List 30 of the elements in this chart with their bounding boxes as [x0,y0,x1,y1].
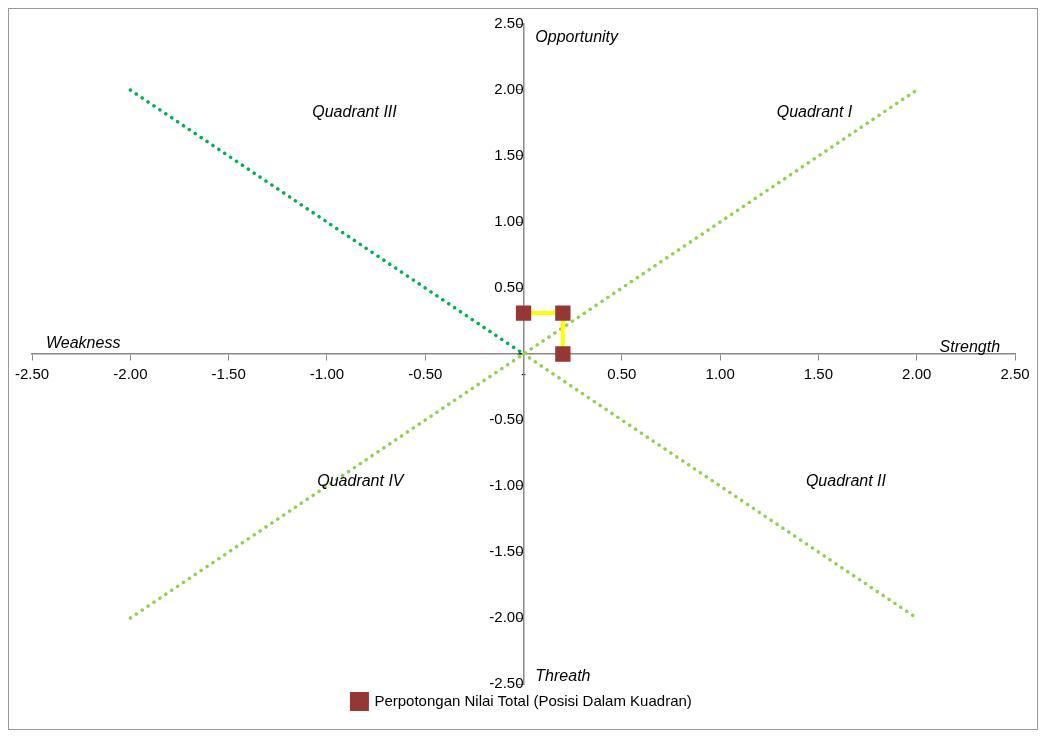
x-tick-label: 2.00 [902,365,932,383]
x-tick-label: -2.00 [113,365,148,383]
y-tick-label: -2.00 [489,608,524,626]
y-tick-label: - [518,344,524,362]
y-tick-label: 2.50 [494,14,524,32]
x-tick-label: 0.50 [607,365,637,383]
annotation: Weakness [46,333,121,351]
x-tick-label: -1.50 [211,365,246,383]
y-tick-label: -1.50 [489,542,524,560]
annotation: Quadrant I [776,102,853,120]
annotation: Quadrant IV [317,472,405,490]
annotation: Quadrant II [805,472,887,490]
annotation: Quadrant III [312,102,398,120]
y-tick-label: 2.00 [494,80,524,98]
x-tick-label: 2.50 [1000,365,1030,383]
x-tick-label: 1.00 [705,365,735,383]
x-tick-label: -2.50 [14,365,50,383]
y-tick-label: 1.50 [494,146,524,164]
annotation: Threath [535,666,591,684]
y-tick-label: 0.50 [494,278,524,296]
x-tick-label: -1.00 [309,365,345,383]
legend-label: Perpotongan Nilai Total (Posisi Dalam Kuadran) [374,691,692,709]
x-tick-label: -0.50 [408,365,443,383]
annotation: Opportunity [535,27,620,45]
y-tick-label: -2.50 [489,674,524,692]
x-tick-label: 1.50 [803,365,834,383]
y-tick-label: -0.50 [489,410,524,428]
y-tick-label: 1.00 [494,212,524,230]
annotation: Strength [939,337,1001,355]
y-tick-label: -1.00 [489,476,524,494]
